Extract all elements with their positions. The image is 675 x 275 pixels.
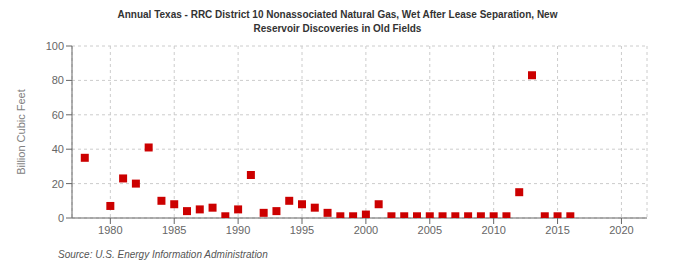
svg-text:1985: 1985 [162, 224, 186, 236]
svg-text:1990: 1990 [226, 224, 250, 236]
svg-text:Billion Cubic Feet: Billion Cubic Feet [15, 89, 27, 175]
svg-text:2015: 2015 [545, 224, 569, 236]
html-text:Source: U.S. Energy Informatio: Source: U.S. Energy Information Administ… [58, 249, 268, 260]
svg-text:20: 20 [52, 178, 64, 190]
svg-text:2020: 2020 [609, 224, 633, 236]
svg-text:1995: 1995 [290, 224, 314, 236]
html-text:Annual Texas - RRC District 10: Annual Texas - RRC District 10 Nonassoci… [117, 9, 558, 20]
svg-text:2010: 2010 [481, 224, 505, 236]
svg-text:0: 0 [58, 212, 64, 224]
svg-text:2005: 2005 [418, 224, 442, 236]
html-text:Reservoir Discoveries in Old F: Reservoir Discoveries in Old Fields [253, 23, 422, 34]
svg-text:100: 100 [46, 40, 64, 52]
svg-text:1980: 1980 [98, 224, 122, 236]
svg-text:2000: 2000 [354, 224, 378, 236]
svg-text:40: 40 [52, 143, 64, 155]
svg-text:80: 80 [52, 74, 64, 86]
svg-text:60: 60 [52, 109, 64, 121]
